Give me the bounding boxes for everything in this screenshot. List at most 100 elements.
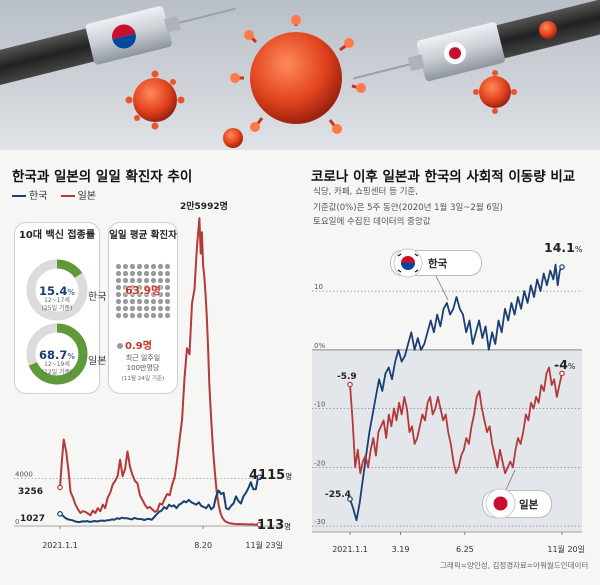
left-legend: 한국 일본 <box>12 187 96 202</box>
series-end-point <box>256 521 263 528</box>
left-chart-title: 한국과 일본의 일일 확진자 추이 <box>12 169 193 185</box>
dot <box>150 298 157 305</box>
y-tick-label: -30 <box>314 518 325 526</box>
dot <box>136 298 143 305</box>
series-line-japan <box>349 366 563 475</box>
vaccine-donut-japan <box>26 323 88 385</box>
dot <box>122 312 129 319</box>
dot <box>122 263 129 270</box>
dot <box>129 291 136 298</box>
dot <box>150 284 157 291</box>
series-start-point <box>57 511 63 517</box>
japan-start-mobility: -5.9 <box>337 372 357 382</box>
dot <box>122 277 129 284</box>
dot <box>122 270 129 277</box>
vaccine-japan-date: (22일 기준) <box>41 369 73 376</box>
dot <box>150 263 157 270</box>
vaccine-japan-age: 12~19세 <box>44 361 70 368</box>
credit-source: 자료=아워월드인데이터 <box>513 561 589 570</box>
dot <box>150 312 157 319</box>
dot <box>143 298 150 305</box>
dot <box>164 291 171 298</box>
vaccine-japan-value: 68.7% <box>39 348 75 362</box>
dot <box>115 270 122 277</box>
dot <box>122 291 129 298</box>
x-tick-label: 6.25 <box>456 545 474 554</box>
y-tick-label: 10 <box>314 283 323 291</box>
dot <box>164 263 171 270</box>
y-tick-label: 0% <box>314 342 325 350</box>
dot <box>143 270 150 277</box>
dot <box>136 312 143 319</box>
single-dot-icon <box>117 343 123 349</box>
x-tick-label: 2021.1.1 <box>332 545 368 554</box>
dot <box>129 284 136 291</box>
legend-swatch-japan <box>60 194 75 198</box>
dot <box>115 312 122 319</box>
daily-average-box: 일일 평균 확진자 63.9명 0.9명 최근 일주일 100만명당 (11월 … <box>108 222 178 394</box>
vaccine-korea-date: (25일 기준) <box>41 305 73 312</box>
japan-start-label: 3256 <box>18 487 44 497</box>
y-tick-label: -20 <box>314 459 325 467</box>
x-tick-label: 11월 20일 <box>547 544 585 554</box>
y-tick-label: 0 <box>15 518 19 526</box>
dot <box>115 298 122 305</box>
vaccine-rate-box: 10대 백신 접종률 15.4% 12~17세 (25일 기준) 68.7% 1… <box>14 222 100 394</box>
japan-leader-line <box>504 469 516 493</box>
dot <box>122 305 129 312</box>
virus-small-left <box>125 70 185 130</box>
series-start-point <box>347 381 353 388</box>
row-label-korea: 한국 <box>88 292 107 303</box>
legend-label-japan: 일본 <box>77 191 96 202</box>
dot <box>143 305 150 312</box>
right-chart-title: 코로나 이후 일본과 한국의 사회적 이동량 비교 <box>311 169 576 185</box>
dot <box>129 312 136 319</box>
dot <box>136 291 143 298</box>
dot <box>157 284 164 291</box>
dot <box>115 284 122 291</box>
dot <box>150 277 157 284</box>
vaccine-korea-age: 12~17세 <box>44 297 70 304</box>
japan-end-mobility: -4% <box>554 357 576 372</box>
vaccine-illustration <box>0 0 600 150</box>
series-start-point <box>57 484 63 491</box>
dot <box>115 263 122 270</box>
dot <box>129 298 136 305</box>
vaccine-donut-korea <box>26 259 88 321</box>
dot <box>157 277 164 284</box>
y-tick-label: 4000 <box>15 471 33 479</box>
dot <box>115 277 122 284</box>
korea-flag-badge: 한국 <box>390 248 482 278</box>
dot <box>164 298 171 305</box>
korea-flag-label: 한국 <box>428 258 448 270</box>
dot <box>136 270 143 277</box>
vaccine-korea-value: 15.4% <box>39 284 75 298</box>
dot <box>136 305 143 312</box>
korea-end-label: 4115명 <box>249 468 293 483</box>
y-tick-label: -10 <box>314 401 325 409</box>
japan-flag-icon <box>485 488 516 519</box>
right-subtitle-3: 토요일에 수집된 데이터의 중앙값 <box>313 217 431 227</box>
dot <box>129 270 136 277</box>
korea-start-label: 1027 <box>20 514 46 524</box>
right-subtitle-2: 기준값(0%)은 5주 동안(2020년 1월 3일~2월 6일) <box>313 203 503 213</box>
dot <box>157 305 164 312</box>
japan-peak-label: 2만5992명 <box>180 202 228 212</box>
dot <box>164 305 171 312</box>
japan-flag-label: 일본 <box>519 499 539 511</box>
daily-japan-value: 0.9명 <box>117 337 152 352</box>
virus-tiny <box>223 21 557 148</box>
dot <box>164 270 171 277</box>
dot <box>143 277 150 284</box>
credit-graphic: 그래픽=양인성, 김정경 <box>440 561 514 570</box>
dot <box>143 263 150 270</box>
korea-end-mobility: 14.1% <box>544 240 583 255</box>
dot <box>122 284 129 291</box>
virus-small-right <box>473 70 517 114</box>
dot <box>129 277 136 284</box>
korea-start-mobility: -25.4 <box>325 490 351 500</box>
dot <box>157 263 164 270</box>
dot <box>150 291 157 298</box>
series-end-point <box>559 264 565 270</box>
dot <box>115 305 122 312</box>
